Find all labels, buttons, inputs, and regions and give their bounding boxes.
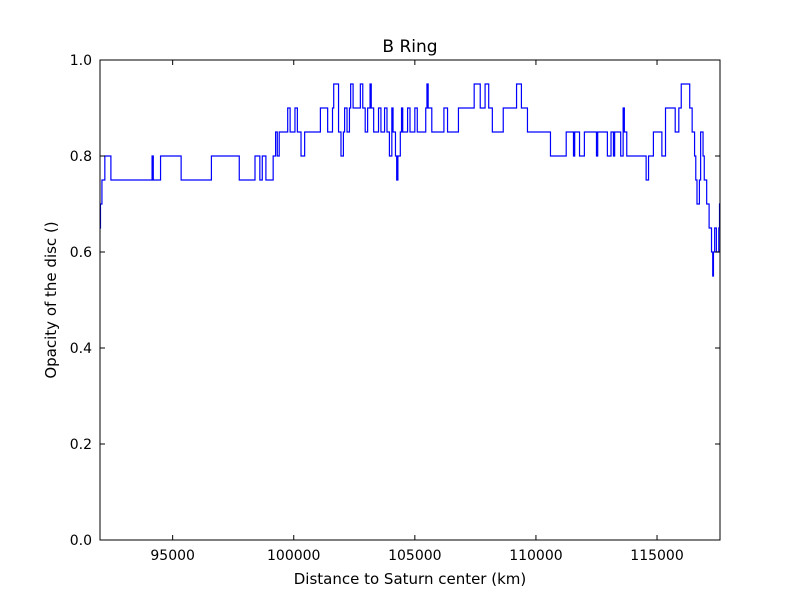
y-tick-label: 0.6 <box>70 245 92 261</box>
y-axis-label: Opacity of the disc () <box>42 221 60 378</box>
y-tick-label: 0.4 <box>70 341 92 357</box>
y-tick-label: 0.0 <box>70 533 92 549</box>
series-line-0 <box>100 83 720 277</box>
axis-ticks: 95000 100000 105000 110000 115000 0.0 0.2 0.4 0.… <box>70 53 720 564</box>
x-tick-label: 115000 <box>630 548 683 564</box>
y-tick-label: 0.2 <box>70 437 92 453</box>
y-tick-label: 1.0 <box>70 53 92 69</box>
axes-frame <box>99 59 721 541</box>
x-axis-label: Distance to Saturn center (km) <box>294 570 527 588</box>
plot-area <box>100 83 720 277</box>
x-tick-label: 105000 <box>388 548 441 564</box>
x-tick-label: 100000 <box>267 548 320 564</box>
x-tick-label: 110000 <box>509 548 562 564</box>
y-tick-label: 0.8 <box>70 149 92 165</box>
x-tick-label: 95000 <box>150 548 195 564</box>
chart-title: B Ring <box>382 37 437 57</box>
